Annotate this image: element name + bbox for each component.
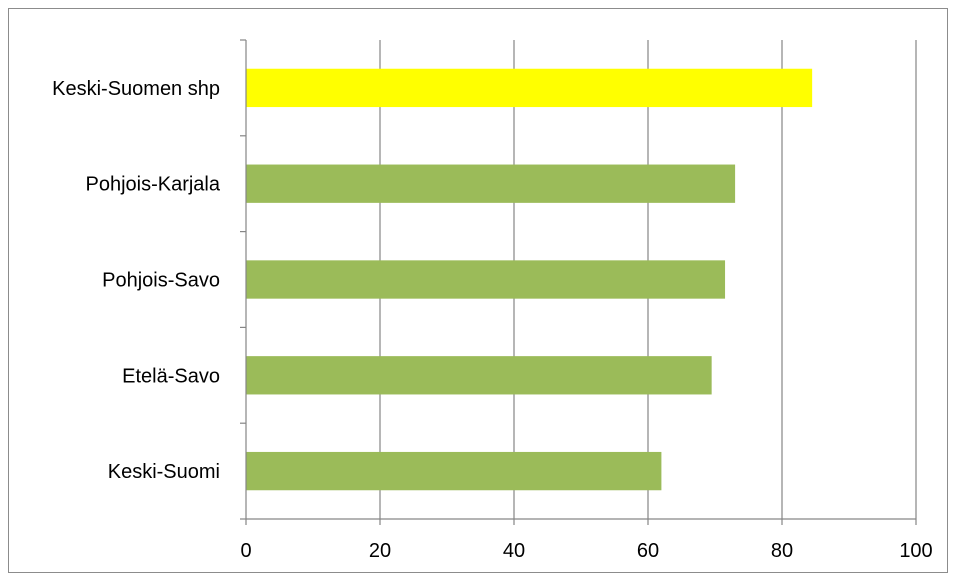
x-tick-label: 0 [240,540,251,562]
category-label: Keski-Suomi [108,461,220,483]
x-tick-label: 20 [369,540,391,562]
bar-4 [246,451,662,491]
x-tick-label: 60 [637,540,659,562]
x-tick-labels: 0 20 40 60 80 100 [240,540,932,562]
category-label: Pohjois-Karjala [85,174,220,196]
category-label: Pohjois-Savo [102,270,220,292]
bar-1 [246,164,736,203]
axes [240,39,917,525]
x-tick-label: 100 [899,540,932,562]
bar-0 [246,68,813,108]
bars [246,68,813,491]
category-label: Etelä-Savo [122,365,220,387]
x-tick-label: 40 [503,540,525,562]
bar-2 [246,260,726,299]
bar-3 [246,356,712,395]
category-label: Keski-Suomen shp [52,78,220,100]
x-tick-label: 80 [771,540,793,562]
category-labels: Keski-Suomen shp Pohjois-Karjala Pohjois-S… [52,78,221,483]
